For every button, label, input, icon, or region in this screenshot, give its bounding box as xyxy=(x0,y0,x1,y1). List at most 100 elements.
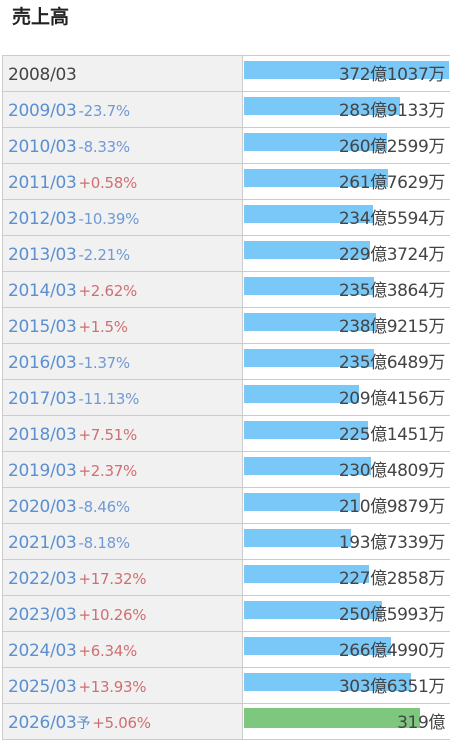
table-row: 2011/03 +0.58% 261億7629万 xyxy=(3,164,450,200)
year-link[interactable]: 2011/03 +0.58% xyxy=(8,172,137,194)
revenue-bar xyxy=(244,493,360,511)
value-label: 234億5594万 xyxy=(338,209,446,229)
bar-cell: 238億9215万 xyxy=(243,308,450,343)
bar-cell: 303億6351万 xyxy=(243,668,450,703)
revenue-bar xyxy=(244,673,411,691)
year-link[interactable]: 2018/03 +7.51% xyxy=(8,424,137,446)
year-cell: 2015/03 +1.5% xyxy=(3,308,243,343)
year-link[interactable]: 2014/03 +2.62% xyxy=(8,280,137,302)
year-label: 2017/03 xyxy=(8,389,77,409)
year-label: 2011/03 xyxy=(8,173,77,193)
year-cell: 2009/03 -23.7% xyxy=(3,92,243,127)
bar-cell: 250億5993万 xyxy=(243,596,450,631)
table-row: 2008/03 372億1037万 xyxy=(3,56,450,92)
table-row: 2018/03 +7.51% 225億1451万 xyxy=(3,416,450,452)
change-percent: +10.26% xyxy=(78,606,147,624)
value-label: 210億9879万 xyxy=(338,497,446,517)
bar-cell: 235億6489万 xyxy=(243,344,450,379)
revenue-bar xyxy=(244,277,374,295)
chart-title: 売上高 xyxy=(12,6,70,28)
revenue-bar xyxy=(244,61,449,79)
table-row: 2022/03 +17.32% 227億2858万 xyxy=(3,560,450,596)
bar-cell: 193億7339万 xyxy=(243,524,450,559)
year-label: 2008/03 xyxy=(8,65,77,85)
value-label: 235億6489万 xyxy=(338,353,446,373)
year-link: 2008/03 xyxy=(8,64,77,86)
value-label: 319億 xyxy=(397,713,445,733)
year-link[interactable]: 2010/03 -8.33% xyxy=(8,136,130,158)
table-row: 2023/03 +10.26% 250億5993万 xyxy=(3,596,450,632)
year-link[interactable]: 2013/03 -2.21% xyxy=(8,244,130,266)
table-row: 2020/03 -8.46% 210億9879万 xyxy=(3,488,450,524)
year-label: 2010/03 xyxy=(8,137,77,157)
revenue-bar xyxy=(244,313,376,331)
bar-cell: 266億4990万 xyxy=(243,632,450,667)
table-row: 2026/03予 +5.06% 319億 xyxy=(3,704,450,740)
value-label: 261億7629万 xyxy=(338,173,446,193)
year-link[interactable]: 2026/03予 +5.06% xyxy=(8,712,151,735)
change-percent: -8.46% xyxy=(78,498,131,516)
change-percent: +2.37% xyxy=(78,462,138,480)
year-link[interactable]: 2023/03 +10.26% xyxy=(8,604,147,626)
change-percent: -1.37% xyxy=(78,354,131,372)
change-percent: -11.13% xyxy=(78,390,140,408)
year-link[interactable]: 2024/03 +6.34% xyxy=(8,640,137,662)
change-percent: -8.18% xyxy=(78,534,131,552)
year-cell: 2017/03 -11.13% xyxy=(3,380,243,415)
value-label: 303億6351万 xyxy=(338,677,446,697)
revenue-bar xyxy=(244,133,387,151)
year-link[interactable]: 2017/03 -11.13% xyxy=(8,388,139,410)
forecast-suffix: 予 xyxy=(76,716,91,732)
year-cell: 2023/03 +10.26% xyxy=(3,596,243,631)
year-cell: 2013/03 -2.21% xyxy=(3,236,243,271)
year-link[interactable]: 2015/03 +1.5% xyxy=(8,316,128,338)
year-link[interactable]: 2021/03 -8.18% xyxy=(8,532,130,554)
year-link[interactable]: 2019/03 +2.37% xyxy=(8,460,137,482)
bar-cell: 225億1451万 xyxy=(243,416,450,451)
year-label: 2015/03 xyxy=(8,317,77,337)
revenue-bar xyxy=(244,385,359,403)
year-cell: 2018/03 +7.51% xyxy=(3,416,243,451)
year-link[interactable]: 2012/03 -10.39% xyxy=(8,208,139,230)
year-link[interactable]: 2020/03 -8.46% xyxy=(8,496,130,518)
table-row: 2019/03 +2.37% 230億4809万 xyxy=(3,452,450,488)
bar-cell: 229億3724万 xyxy=(243,236,450,271)
year-label: 2019/03 xyxy=(8,461,77,481)
change-percent: -2.21% xyxy=(78,246,131,264)
table-row: 2025/03 +13.93% 303億6351万 xyxy=(3,668,450,704)
value-label: 193億7339万 xyxy=(338,533,446,553)
value-label: 260億2599万 xyxy=(338,137,446,157)
value-label: 250億5993万 xyxy=(338,605,446,625)
year-link[interactable]: 2025/03 +13.93% xyxy=(8,676,147,698)
bar-cell: 261億7629万 xyxy=(243,164,450,199)
year-cell: 2022/03 +17.32% xyxy=(3,560,243,595)
change-percent: +5.06% xyxy=(92,714,151,732)
year-link[interactable]: 2022/03 +17.32% xyxy=(8,568,147,590)
change-percent: -23.7% xyxy=(78,102,131,120)
revenue-bar xyxy=(244,529,351,547)
value-label: 372億1037万 xyxy=(338,65,446,85)
value-label: 238億9215万 xyxy=(338,317,446,337)
change-percent: +17.32% xyxy=(78,570,147,588)
table-row: 2021/03 -8.18% 193億7339万 xyxy=(3,524,450,560)
revenue-bar xyxy=(244,349,374,367)
year-label: 2023/03 xyxy=(8,605,77,625)
revenue-bar xyxy=(244,457,371,475)
year-link[interactable]: 2009/03 -23.7% xyxy=(8,100,130,122)
table-row: 2010/03 -8.33% 260億2599万 xyxy=(3,128,450,164)
year-link[interactable]: 2016/03 -1.37% xyxy=(8,352,130,374)
year-cell: 2024/03 +6.34% xyxy=(3,632,243,667)
table-row: 2015/03 +1.5% 238億9215万 xyxy=(3,308,450,344)
year-cell: 2011/03 +0.58% xyxy=(3,164,243,199)
year-cell: 2019/03 +2.37% xyxy=(3,452,243,487)
revenue-bar-table: 2008/03 372億1037万 2009/03 -23.7% 283億9133万 20… xyxy=(2,55,450,740)
bar-cell: 210億9879万 xyxy=(243,488,450,523)
year-cell: 2012/03 -10.39% xyxy=(3,200,243,235)
revenue-bar xyxy=(244,241,370,259)
revenue-bar xyxy=(244,565,369,583)
year-cell: 2016/03 -1.37% xyxy=(3,344,243,379)
change-percent: -10.39% xyxy=(78,210,140,228)
year-label: 2018/03 xyxy=(8,425,77,445)
year-label: 2014/03 xyxy=(8,281,77,301)
bar-cell: 230億4809万 xyxy=(243,452,450,487)
